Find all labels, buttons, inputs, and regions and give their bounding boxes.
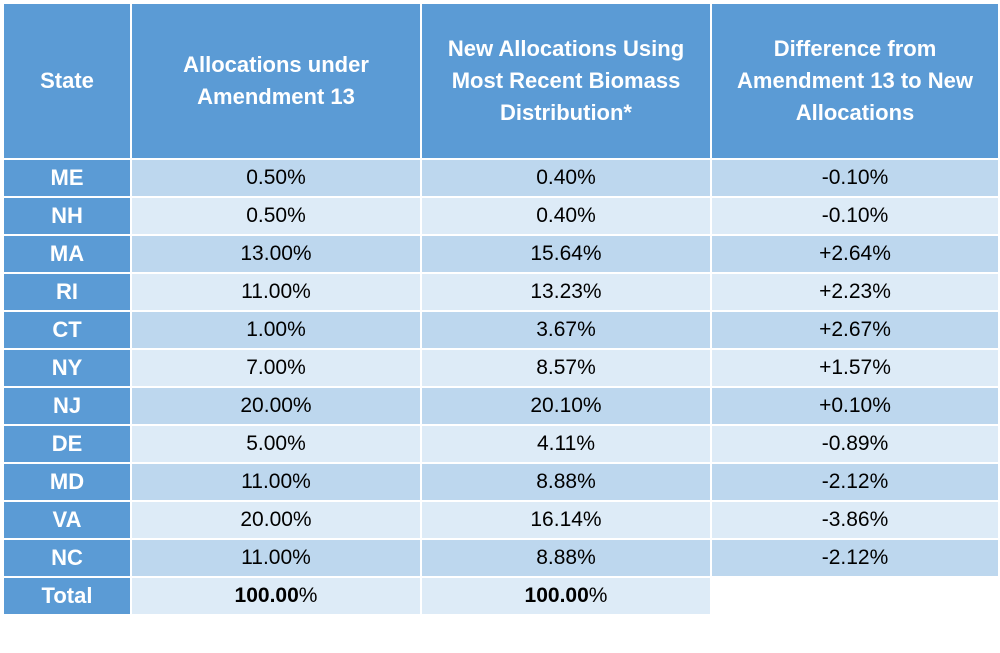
amendment13-cell: 20.00% [130, 386, 422, 426]
difference-cell: +2.67% [710, 310, 1000, 350]
amendment13-cell: 5.00% [130, 424, 422, 464]
total-amendment13-number: 100.00 [234, 584, 299, 607]
state-cell: RI [2, 272, 132, 312]
table-row: DE 5.00% 4.11% -0.89% [2, 424, 1000, 464]
total-amendment13-suffix: % [298, 584, 318, 607]
state-cell: NJ [2, 386, 132, 426]
difference-cell: +0.10% [710, 386, 1000, 426]
header-difference: Difference from Amendment 13 to New Allo… [710, 2, 1000, 160]
state-cell: MA [2, 234, 132, 274]
table-row: NH 0.50% 0.40% -0.10% [2, 196, 1000, 236]
difference-cell: -2.12% [710, 538, 1000, 578]
new-allocation-cell: 0.40% [420, 158, 712, 198]
difference-cell: -0.10% [710, 158, 1000, 198]
total-new-allocation-cell: 100.00% [420, 576, 712, 616]
new-allocation-cell: 15.64% [420, 234, 712, 274]
table-body: ME 0.50% 0.40% -0.10% NH 0.50% 0.40% -0.… [2, 158, 1000, 616]
difference-cell: +1.57% [710, 348, 1000, 388]
total-new-allocation-suffix: % [588, 584, 608, 607]
new-allocation-cell: 8.88% [420, 462, 712, 502]
new-allocation-cell: 0.40% [420, 196, 712, 236]
allocation-table: State Allocations under Amendment 13 New… [2, 2, 1000, 616]
new-allocation-cell: 3.67% [420, 310, 712, 350]
difference-cell: +2.64% [710, 234, 1000, 274]
state-cell: ME [2, 158, 132, 198]
state-cell: NC [2, 538, 132, 578]
difference-cell: +2.23% [710, 272, 1000, 312]
header-state: State [2, 2, 132, 160]
table-row: NJ 20.00% 20.10% +0.10% [2, 386, 1000, 426]
new-allocation-cell: 16.14% [420, 500, 712, 540]
header-new-allocations: New Allocations Using Most Recent Biomas… [420, 2, 712, 160]
table-header: State Allocations under Amendment 13 New… [2, 2, 1000, 160]
difference-cell: -0.10% [710, 196, 1000, 236]
difference-cell: -2.12% [710, 462, 1000, 502]
amendment13-cell: 11.00% [130, 462, 422, 502]
table-row: RI 11.00% 13.23% +2.23% [2, 272, 1000, 312]
total-amendment13-cell: 100.00% [130, 576, 422, 616]
header-row: State Allocations under Amendment 13 New… [2, 2, 1000, 160]
difference-cell: -0.89% [710, 424, 1000, 464]
amendment13-cell: 0.50% [130, 196, 422, 236]
table-row: MD 11.00% 8.88% -2.12% [2, 462, 1000, 502]
table-row: MA 13.00% 15.64% +2.64% [2, 234, 1000, 274]
total-difference-blank [710, 576, 1000, 616]
table-row: CT 1.00% 3.67% +2.67% [2, 310, 1000, 350]
table-row: NY 7.00% 8.57% +1.57% [2, 348, 1000, 388]
amendment13-cell: 11.00% [130, 272, 422, 312]
amendment13-cell: 11.00% [130, 538, 422, 578]
amendment13-cell: 20.00% [130, 500, 422, 540]
new-allocation-cell: 20.10% [420, 386, 712, 426]
table-row: NC 11.00% 8.88% -2.12% [2, 538, 1000, 578]
new-allocation-cell: 8.88% [420, 538, 712, 578]
table-row: ME 0.50% 0.40% -0.10% [2, 158, 1000, 198]
state-cell: MD [2, 462, 132, 502]
difference-cell: -3.86% [710, 500, 1000, 540]
total-row: Total 100.00% 100.00% [2, 576, 1000, 616]
total-new-allocation-number: 100.00 [524, 584, 589, 607]
state-cell: DE [2, 424, 132, 464]
new-allocation-cell: 4.11% [420, 424, 712, 464]
amendment13-cell: 7.00% [130, 348, 422, 388]
new-allocation-cell: 8.57% [420, 348, 712, 388]
amendment13-cell: 13.00% [130, 234, 422, 274]
state-cell: NY [2, 348, 132, 388]
state-cell: NH [2, 196, 132, 236]
state-cell: CT [2, 310, 132, 350]
state-cell: VA [2, 500, 132, 540]
header-amendment13: Allocations under Amendment 13 [130, 2, 422, 160]
table-row: VA 20.00% 16.14% -3.86% [2, 500, 1000, 540]
total-label: Total [2, 576, 132, 616]
amendment13-cell: 1.00% [130, 310, 422, 350]
new-allocation-cell: 13.23% [420, 272, 712, 312]
amendment13-cell: 0.50% [130, 158, 422, 198]
